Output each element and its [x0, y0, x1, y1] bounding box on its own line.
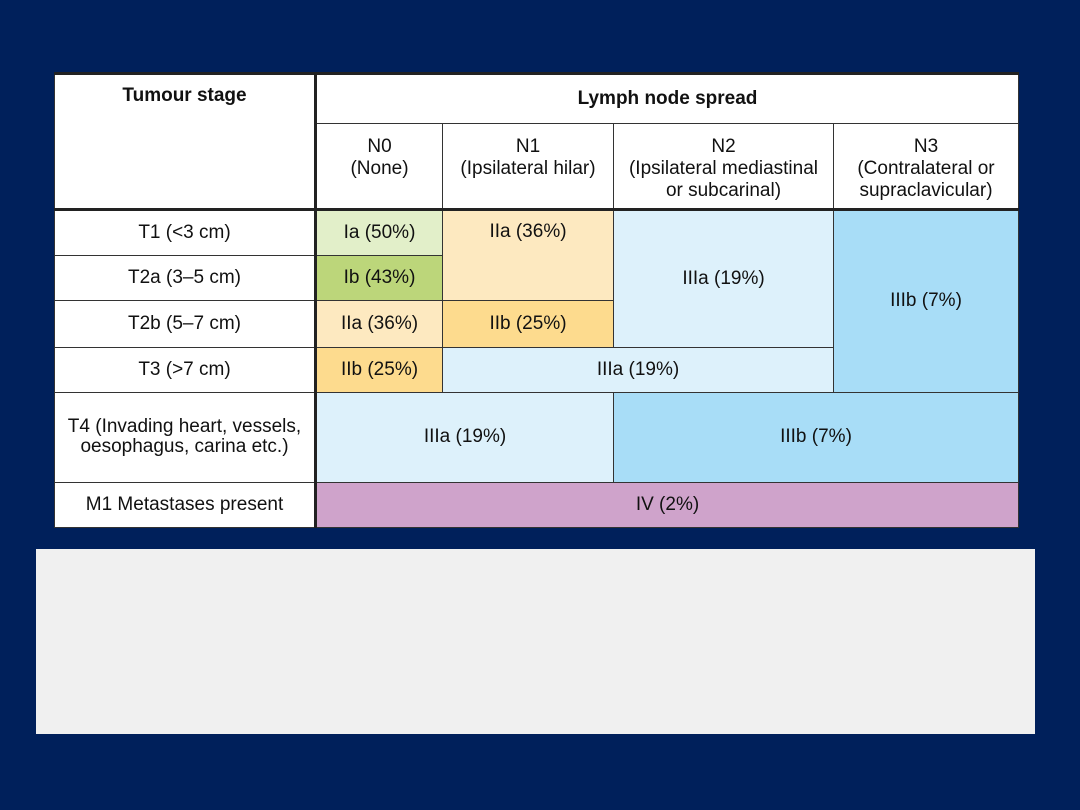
cell-t4-n0-n1: IIIa (19%) — [315, 391, 614, 483]
column-code: N3 — [913, 136, 939, 158]
cell-t2b-n1: IIb (25%) — [442, 300, 614, 348]
column-desc: (Contralateral or supraclavicular) — [857, 158, 995, 202]
column-code: N1 — [515, 136, 541, 158]
header-lymph-node-spread: Lymph node spread — [314, 71, 1020, 125]
cell-t2a-n0: Ib (43%) — [315, 255, 443, 302]
row-label-t2b: T2b (5–7 cm) — [54, 300, 317, 348]
lung-cancer-staging-table: Tumour stage Lymph node spread N0 (None)… — [54, 71, 1020, 529]
row-label-t2a: T2a (3–5 cm) — [54, 255, 317, 302]
column-code: N0 — [367, 136, 392, 158]
column-header-n3: N3 (Contralateral or supraclavicular) — [832, 123, 1020, 211]
column-desc: (None) — [350, 158, 409, 180]
column-code: N2 — [711, 136, 736, 158]
cell-m1-all: IV (2%) — [314, 481, 1020, 529]
cell-t4-n2-n3: IIIb (7%) — [612, 391, 1020, 483]
column-desc: (Ipsilateral hilar) — [460, 158, 596, 180]
column-desc: (Ipsilateral mediastinal or subcarinal) — [628, 158, 819, 202]
cell-t1-t3-n3: IIIb (7%) — [832, 208, 1020, 393]
row-label-m1: M1 Metastases present — [54, 481, 317, 529]
row-label-t1: T1 (<3 cm) — [54, 208, 317, 257]
cell-t1-n0: Ia (50%) — [315, 208, 443, 257]
row-label-t3: T3 (>7 cm) — [54, 346, 317, 393]
header-tumour-stage: Tumour stage — [54, 71, 317, 211]
cell-t1-t2b-n2: IIIa (19%) — [613, 208, 834, 348]
cell-t2b-n0: IIa (36%) — [315, 300, 443, 348]
cell-t3-n0: IIb (25%) — [315, 346, 443, 393]
column-header-n2: N2 (Ipsilateral mediastinal or subcarina… — [613, 123, 834, 211]
cell-t3-n1-n2: IIIa (19%) — [442, 346, 834, 393]
staging-table-container: Tumour stage Lymph node spread N0 (None)… — [54, 71, 1020, 529]
blank-text-box — [36, 549, 1035, 734]
cell-t1-t2a-n1: IIa (36%) — [442, 208, 614, 302]
column-header-n0: N0 (None) — [315, 123, 443, 211]
column-header-n1: N1 (Ipsilateral hilar) — [442, 123, 614, 211]
row-label-t4: T4 (Invading heart, vessels, oesophagus,… — [54, 391, 317, 483]
